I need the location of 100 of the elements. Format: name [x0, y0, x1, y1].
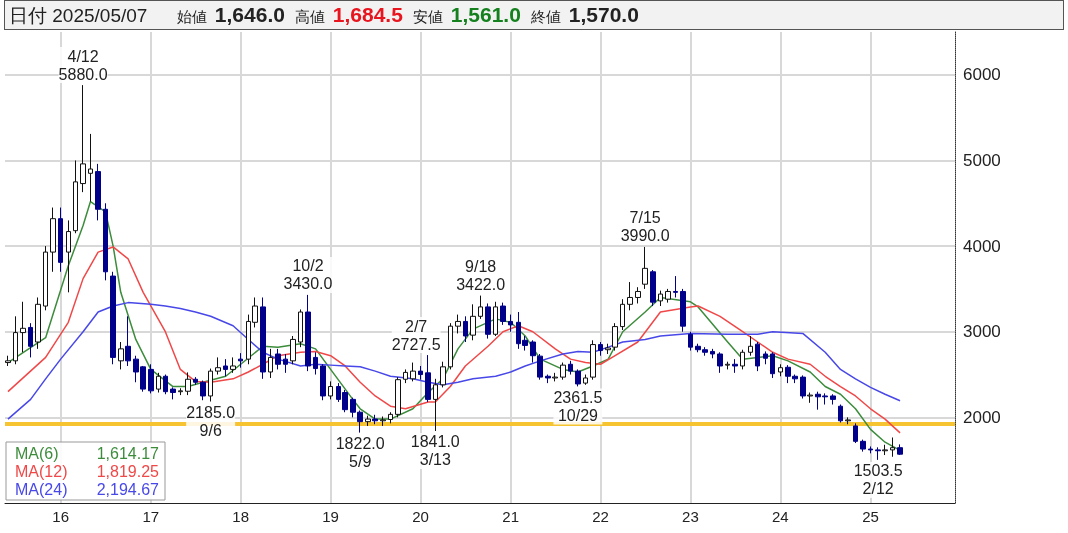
candlestick — [418, 365, 423, 381]
annotation: 2,194.67 — [96, 480, 160, 498]
candlestick — [778, 363, 783, 377]
annotation: 7/15 3990.0 — [620, 209, 670, 245]
annotation: 9/18 3422.0 — [456, 258, 506, 294]
candlestick — [313, 351, 318, 376]
candlestick — [440, 361, 446, 388]
candlestick — [208, 368, 213, 403]
candlestick — [807, 392, 813, 404]
candlestick — [875, 446, 881, 461]
line-series — [7, 246, 901, 434]
candlestick — [755, 341, 760, 372]
candlestick — [897, 443, 903, 456]
candlestick — [148, 363, 154, 394]
candlestick — [163, 374, 168, 395]
candlestick — [583, 374, 588, 386]
candlestick — [200, 380, 206, 401]
candlestick — [223, 358, 228, 377]
candlestick — [552, 372, 558, 382]
candlestick — [493, 301, 498, 337]
candlestick — [448, 322, 453, 370]
candlestick — [560, 362, 566, 381]
candlestick — [125, 315, 131, 367]
candlestick — [260, 296, 266, 380]
text: MA(12) — [15, 462, 68, 480]
candlestick — [238, 352, 243, 369]
candlestick — [5, 355, 11, 367]
candlestick — [283, 353, 288, 374]
annotation: 4/12 5880.0 — [58, 47, 108, 83]
candlestick — [830, 393, 836, 406]
annotation: 1841.0 3/13 — [410, 433, 460, 469]
x-tick-label: 23 — [682, 508, 699, 525]
candlestick — [717, 351, 723, 374]
candlestick — [680, 288, 686, 333]
candlestick — [388, 411, 393, 424]
y-tick-label: 2000 — [963, 407, 1001, 427]
candlestick — [88, 133, 93, 203]
candlestick — [500, 302, 506, 326]
candlestick — [545, 374, 551, 384]
candlestick — [838, 404, 843, 423]
candlestick — [425, 354, 431, 403]
candlestick — [590, 339, 596, 381]
candlestick — [748, 335, 753, 357]
candlestick — [372, 414, 378, 425]
x-tick-label: 18 — [232, 508, 250, 525]
annotation: 2185.0 9/6 — [186, 404, 236, 440]
annotation: 1503.5 2/12 — [853, 462, 903, 498]
chart-title: 日付 2025/05/07 — [9, 5, 148, 26]
annotation: 1,819.25 — [96, 462, 160, 480]
candlestick — [305, 294, 311, 372]
candlestick — [95, 163, 101, 221]
candlestick — [320, 363, 326, 401]
annotation: 10/2 3430.0 — [283, 257, 333, 293]
annotation: 2361.5 10/29 — [553, 388, 603, 424]
candlestick — [80, 84, 86, 193]
candlestick — [770, 351, 775, 379]
candlestick — [635, 286, 641, 304]
candlestick — [110, 271, 116, 365]
annotation: 1,614.17 — [96, 444, 160, 462]
candlestick — [868, 445, 873, 454]
candlestick — [620, 298, 625, 331]
x-tick-label: 21 — [502, 508, 520, 525]
candlestick — [860, 439, 866, 453]
text: MA(24) — [15, 480, 68, 498]
candlestick — [763, 350, 768, 365]
y-tick-label: 4000 — [963, 236, 1001, 256]
candlestick — [35, 296, 41, 350]
candlestick — [688, 331, 693, 352]
x-tick-label: 17 — [142, 508, 160, 525]
candlestick — [380, 416, 386, 427]
candlestick — [882, 444, 888, 456]
candlestick — [28, 322, 33, 358]
candlestick — [403, 368, 408, 384]
x-tick-label: 25 — [862, 508, 879, 525]
candlestick — [673, 275, 678, 298]
candlestick — [230, 356, 236, 374]
candlestick — [268, 348, 273, 379]
candlestick — [853, 422, 858, 444]
candlestick — [485, 302, 491, 340]
candlestick — [215, 356, 221, 376]
chart-subtitle: 始値 1,646.0 高値 1,684.5 安値 1,561.0 終値 1,570.0 — [177, 3, 639, 26]
candlestick — [185, 371, 191, 396]
annotation: 2/7 2727.5 — [391, 317, 441, 353]
candlestick — [58, 207, 63, 273]
candlestick — [43, 245, 48, 311]
candlestick — [328, 380, 333, 400]
candlestick — [845, 416, 851, 425]
candlestick — [658, 290, 663, 307]
candlestick — [732, 358, 738, 374]
x-tick-label: 19 — [322, 508, 339, 525]
candlestick — [156, 372, 161, 394]
candlestick — [13, 315, 18, 365]
y-tick-label: 3000 — [963, 322, 1001, 342]
y-tick-label: 6000 — [963, 65, 1001, 85]
candlestick — [118, 341, 124, 370]
x-tick-label: 20 — [412, 508, 429, 525]
y-tick-label: 5000 — [963, 150, 1001, 170]
candlestick — [170, 386, 176, 400]
candlestick — [478, 295, 483, 320]
x-tick-label: 22 — [592, 508, 609, 525]
